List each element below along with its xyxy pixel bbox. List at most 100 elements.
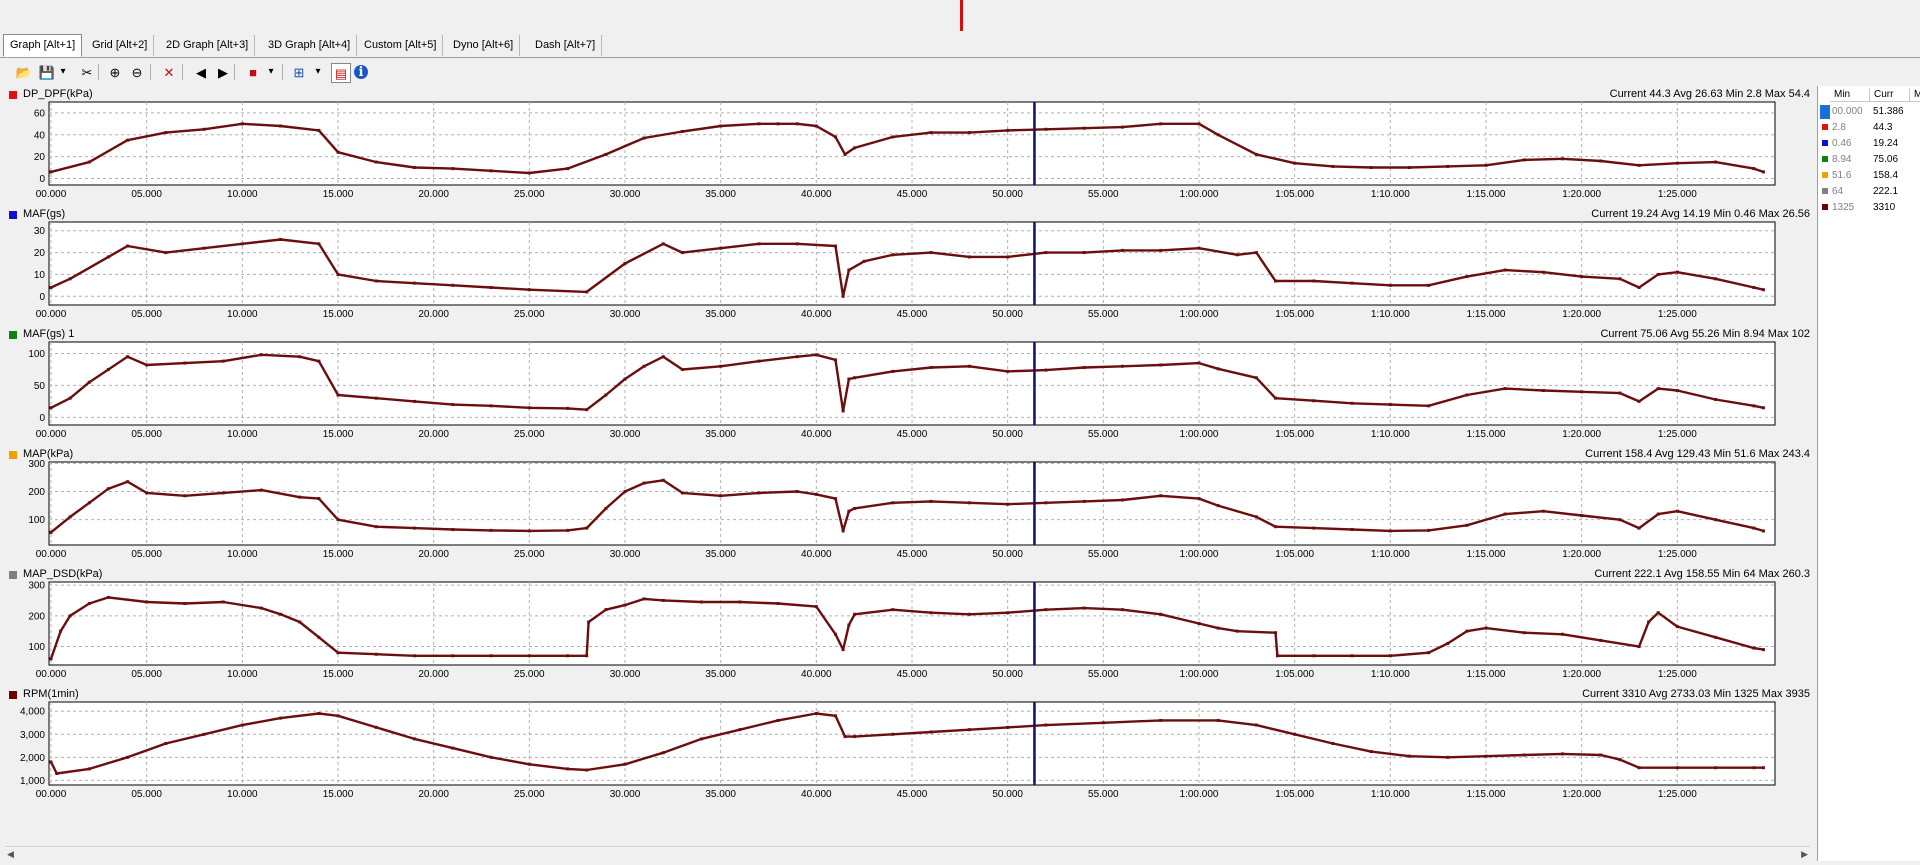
x-tick-label: 1:15.000: [1467, 429, 1506, 440]
data-point: [183, 602, 187, 606]
legend-header-3[interactable]: M: [1910, 88, 1920, 102]
record-icon[interactable]: ■: [249, 64, 257, 80]
chart-canvas[interactable]: 00.000 05.000 10.000 15.000 20.000 25.000 30.0…: [5, 206, 1810, 324]
data-point: [1714, 518, 1718, 522]
data-point: [1159, 494, 1163, 498]
data-point: [527, 288, 531, 292]
tab-3[interactable]: 2D Graph [Alt+3]: [160, 35, 256, 56]
chart-canvas[interactable]: 00.000 05.000 10.000 15.000 20.000 25.000 30.0…: [5, 686, 1810, 804]
legend-row[interactable]: 1325 3310: [1818, 200, 1920, 216]
legend-row[interactable]: 2.8 44.3: [1818, 120, 1920, 136]
data-point: [1275, 654, 1279, 658]
tab-4[interactable]: 3D Graph [Alt+4]: [262, 35, 358, 56]
chart-canvas[interactable]: 00.000 05.000 10.000 15.000 20.000 25.000 30.0…: [5, 326, 1810, 444]
info-icon[interactable]: i: [354, 65, 368, 79]
data-point: [1752, 646, 1756, 650]
x-tick-label: 1:20.000: [1562, 429, 1601, 440]
legend-row[interactable]: 64 222.1: [1818, 184, 1920, 200]
next-icon[interactable]: ▶: [218, 64, 228, 80]
y-tick-label: 300: [28, 581, 45, 592]
legend-row[interactable]: 00.000 51.386: [1818, 104, 1920, 120]
dropdown-icon[interactable]: ▾: [315, 66, 321, 77]
position-marker: [960, 0, 963, 31]
horizontal-scrollbar[interactable]: ◀ ▶: [5, 846, 1810, 861]
tab-5[interactable]: Custom [Alt+5]: [358, 35, 444, 56]
dropdown-icon[interactable]: ▾: [60, 66, 66, 77]
save-icon[interactable]: 💾: [38, 64, 56, 80]
x-tick-label: 20.000: [418, 309, 449, 320]
chart-panel-2[interactable]: MAF(gs) Current 19.24 Avg 14.19 Min 0.46 …: [5, 206, 1810, 324]
chart-panel-4[interactable]: MAP(kPa) Current 158.4 Avg 129.43 Min 51.…: [5, 446, 1810, 564]
zoom-in-icon[interactable]: ⊕: [109, 64, 121, 80]
data-point: [623, 762, 627, 766]
open-icon[interactable]: 📂: [15, 64, 33, 80]
x-tick-label: 1:25.000: [1658, 309, 1697, 320]
y-tick-label: 0: [39, 413, 45, 424]
legend-header-2[interactable]: Curr: [1870, 88, 1910, 102]
chart-panel-1[interactable]: DP_DPF(kPa) Current 44.3 Avg 26.63 Min 2.…: [5, 86, 1810, 204]
data-point: [1637, 645, 1641, 649]
x-tick-label: 1:05.000: [1275, 309, 1314, 320]
data-point: [623, 490, 627, 494]
chart-panel-6[interactable]: RPM(1min) Current 3310 Avg 2733.03 Min 13…: [5, 686, 1810, 804]
dropdown-icon[interactable]: ▾: [268, 66, 274, 77]
data-point: [1599, 159, 1603, 163]
zoom-out-icon[interactable]: ⊖: [131, 64, 143, 80]
delete-icon[interactable]: ✕: [163, 64, 175, 80]
cut-icon[interactable]: ✂: [81, 64, 93, 80]
x-tick-label: 10.000: [227, 789, 258, 800]
legend-min: 64: [1832, 186, 1844, 197]
data-point: [1197, 497, 1201, 501]
tab-2[interactable]: Grid [Alt+2]: [86, 35, 155, 56]
data-point: [1522, 158, 1526, 162]
legend-row[interactable]: 0.46 19.24: [1818, 136, 1920, 152]
chart-canvas[interactable]: 00.000 05.000 10.000 15.000 20.000 25.000 30.0…: [5, 446, 1810, 564]
data-point: [1388, 283, 1392, 287]
data-point: [967, 612, 971, 616]
x-tick-label: 00.000: [36, 309, 67, 320]
layout-icon[interactable]: ⊞: [293, 64, 305, 80]
chart-canvas[interactable]: 00.000 05.000 10.000 15.000 20.000 25.000 30.0…: [5, 566, 1810, 684]
data-point: [1159, 612, 1163, 616]
y-tick-label: 20: [34, 248, 46, 259]
legend-header-1[interactable]: Min: [1830, 88, 1870, 102]
data-point: [527, 529, 531, 533]
data-point: [1580, 513, 1584, 517]
chart-panel-3[interactable]: MAF(gs) 1 Current 75.06 Avg 55.26 Min 8.9…: [5, 326, 1810, 444]
data-point: [891, 369, 895, 373]
prev-icon[interactable]: ◀: [196, 64, 206, 80]
data-point: [55, 771, 59, 775]
channel-color-swatch: [9, 91, 17, 99]
x-tick-label: 1:10.000: [1371, 309, 1410, 320]
data-point: [1714, 766, 1718, 770]
data-point: [776, 602, 780, 606]
data-point: [738, 600, 742, 604]
data-point: [1254, 251, 1258, 255]
data-point: [1312, 526, 1316, 530]
x-tick-label: 15.000: [323, 549, 354, 560]
chart-settings-icon[interactable]: ▤: [331, 63, 351, 83]
legend-row[interactable]: 8.94 75.06: [1818, 152, 1920, 168]
tab-1[interactable]: Graph [Alt+1]: [3, 34, 83, 57]
tab-6[interactable]: Dyno [Alt+6]: [447, 35, 521, 56]
toolbar-separator: [234, 64, 235, 80]
x-tick-label: 45.000: [897, 189, 928, 200]
data-point: [126, 244, 130, 248]
data-point: [298, 495, 302, 499]
data-point: [1503, 512, 1507, 516]
y-tick-label: 50: [34, 381, 46, 392]
scroll-right-icon[interactable]: ▶: [1801, 849, 1808, 859]
chart-canvas[interactable]: 00.000 05.000 10.000 15.000 20.000 25.000 30.0…: [5, 86, 1810, 204]
data-point: [1331, 742, 1335, 745]
data-point: [336, 651, 340, 655]
data-point: [1637, 526, 1641, 530]
chart-panel-5[interactable]: MAP_DSD(kPa) Current 222.1 Avg 158.55 Min…: [5, 566, 1810, 684]
legend-row[interactable]: 51.6 158.4: [1818, 168, 1920, 184]
x-tick-label: 1:25.000: [1658, 789, 1697, 800]
scroll-left-icon[interactable]: ◀: [7, 849, 14, 859]
data-point: [126, 480, 130, 484]
data-point: [929, 611, 933, 615]
tab-7[interactable]: Dash [Alt+7]: [529, 35, 603, 56]
data-point: [1503, 387, 1507, 391]
x-tick-label: 50.000: [992, 789, 1023, 800]
